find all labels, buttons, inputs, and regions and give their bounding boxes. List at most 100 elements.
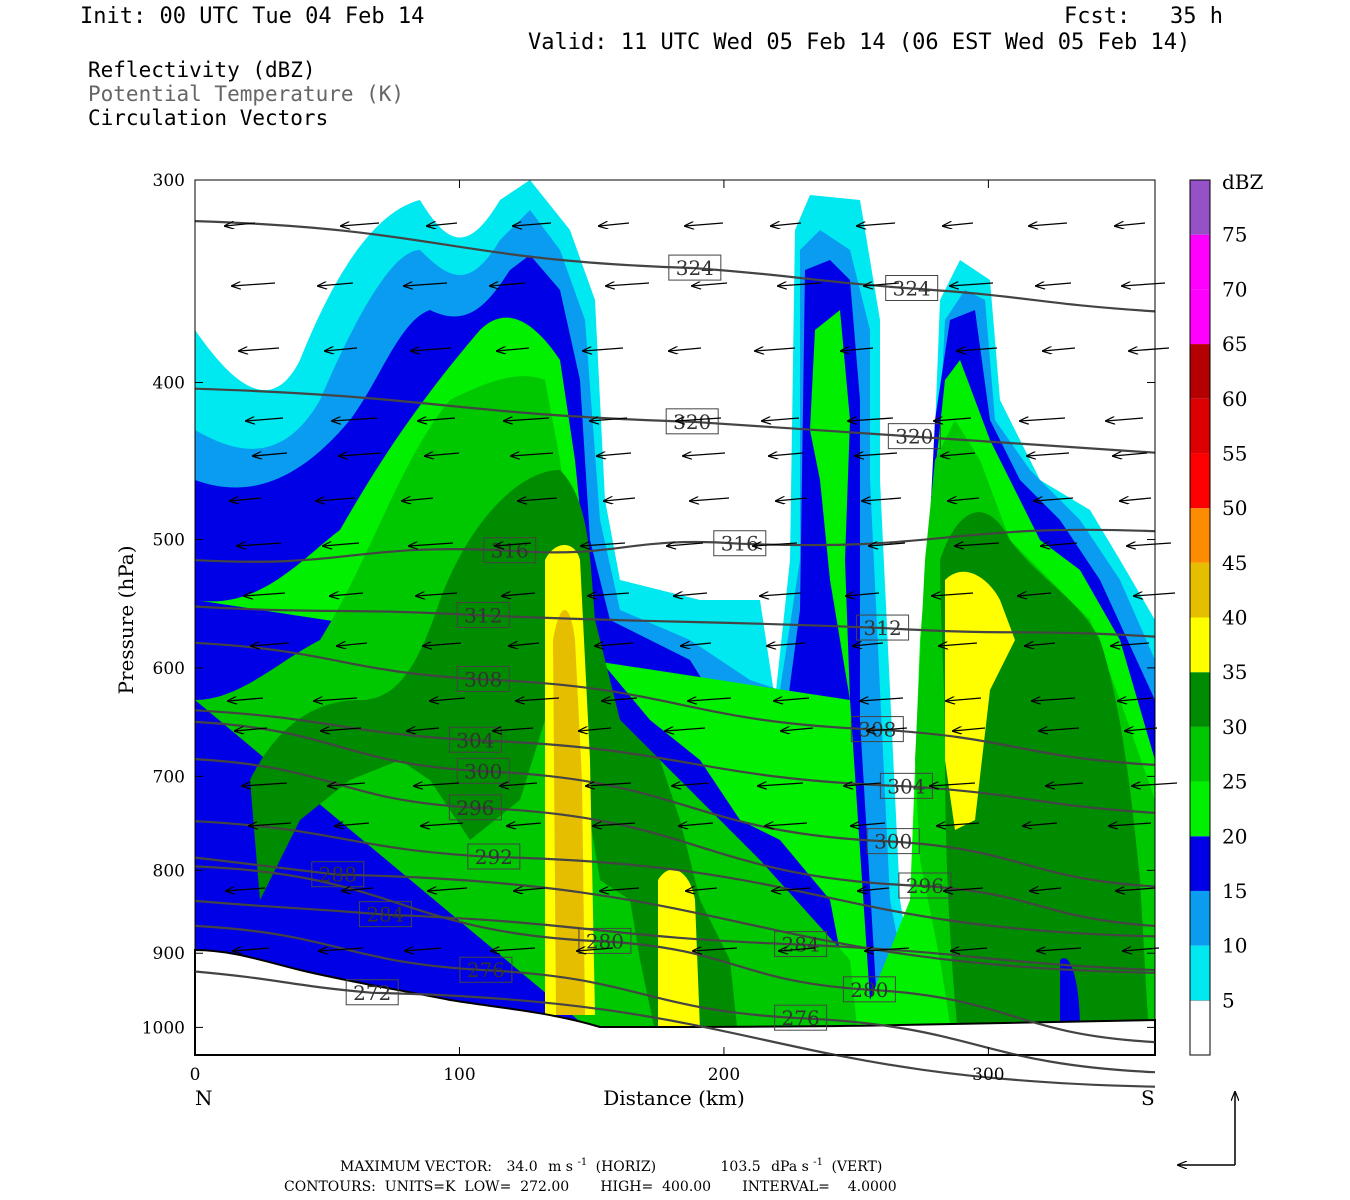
theta-label: 272 xyxy=(353,981,391,1005)
y-tick-label: 600 xyxy=(153,659,185,679)
colorbar-label: 10 xyxy=(1222,934,1247,958)
theta-label: 284 xyxy=(782,933,820,957)
colorbar-label: 35 xyxy=(1222,660,1247,684)
theta-label: 316 xyxy=(721,532,759,556)
x-tick-label: 100 xyxy=(443,1065,475,1085)
footer-contours: CONTOURS: UNITS=K LOW= 272.00 HIGH= 400.… xyxy=(284,1179,897,1195)
vector-arrow xyxy=(683,453,725,456)
colorbar-swatch xyxy=(1190,508,1210,563)
theta-label: 304 xyxy=(887,774,925,798)
colorbar-swatch xyxy=(1190,289,1210,344)
colorbar-swatch xyxy=(1190,618,1210,673)
vert-unit-exp: -1 xyxy=(813,1157,823,1168)
theta-label: 320 xyxy=(895,425,933,449)
x-end-left: N xyxy=(195,1086,213,1110)
vector-arrow xyxy=(1106,418,1143,421)
vector-arrow xyxy=(1115,223,1145,226)
y-tick-label: 900 xyxy=(153,944,185,964)
vector-arrow xyxy=(1027,453,1069,456)
y-axis-title: Pressure (hPa) xyxy=(114,546,138,695)
colorbar-label: 15 xyxy=(1222,879,1247,903)
vector-arrow xyxy=(1113,453,1147,456)
horiz-unit-exp: -1 xyxy=(577,1157,587,1168)
vert-tag: (VERT) xyxy=(831,1159,882,1175)
vector-arrow xyxy=(604,498,635,501)
colorbar-label: 5 xyxy=(1222,988,1235,1012)
vector-arrow xyxy=(943,223,973,226)
theta-label: 324 xyxy=(676,256,714,280)
max-vector-label: MAXIMUM VECTOR: xyxy=(340,1159,492,1175)
colorbar-label: 75 xyxy=(1222,223,1247,247)
vector-arrow xyxy=(239,348,279,351)
colorbar-label: 45 xyxy=(1222,551,1247,575)
colorbar-swatch xyxy=(1190,891,1210,946)
colorbar-label: 40 xyxy=(1222,606,1247,630)
theta-label: 276 xyxy=(467,958,505,982)
colorbar-swatch xyxy=(1190,235,1210,290)
footer-max-vector: MAXIMUM VECTOR: 34.0 m s -1 (HORIZ) 103.… xyxy=(340,1153,882,1175)
y-tick-label: 400 xyxy=(153,373,185,393)
colorbar-label: 20 xyxy=(1222,824,1247,848)
colorbar-swatch xyxy=(1190,946,1210,1001)
theta-label: 296 xyxy=(906,874,944,898)
y-tick-label: 300 xyxy=(153,171,185,191)
colorbar: 5 10 15 20 25 30 35 40 45 50 55 60 65 70 75 xyxy=(1190,180,1247,1055)
vector-arrow xyxy=(1129,348,1169,351)
colorbar-swatch xyxy=(1190,672,1210,727)
theta-label: 296 xyxy=(456,796,494,820)
x-tick-label: 0 xyxy=(190,1065,201,1085)
vector-arrow xyxy=(1036,283,1071,286)
theta-label: 276 xyxy=(782,1006,820,1030)
colorbar-label: 25 xyxy=(1222,770,1247,794)
y-tick-label: 800 xyxy=(153,861,185,881)
y-tick-label: 1000 xyxy=(142,1018,185,1038)
vector-arrow xyxy=(599,223,629,226)
vector-arrow xyxy=(606,283,649,286)
theta-label: 284 xyxy=(366,903,404,927)
colorbar-label: 30 xyxy=(1222,715,1247,739)
vector-arrow xyxy=(1122,283,1165,286)
theta-label: 312 xyxy=(464,604,502,628)
colorbar-swatch xyxy=(1190,399,1210,454)
horiz-tag: (HORIZ) xyxy=(596,1159,656,1175)
colorbar-label: 50 xyxy=(1222,496,1247,520)
horiz-unit: m s xyxy=(548,1159,573,1175)
theta-label: 300 xyxy=(464,759,502,783)
y-tick-label: 700 xyxy=(153,767,185,787)
colorbar-swatch xyxy=(1190,836,1210,891)
colorbar-swatch xyxy=(1190,453,1210,508)
vert-unit: dPa s xyxy=(771,1159,809,1175)
theta-label: 312 xyxy=(864,616,902,640)
vector-arrow xyxy=(1120,498,1151,501)
colorbar-swatch xyxy=(1190,344,1210,399)
colorbar-label: 70 xyxy=(1222,277,1247,301)
theta-label: 300 xyxy=(874,830,912,854)
theta-label: 288 xyxy=(319,863,357,887)
colorbar-title: dBZ xyxy=(1222,170,1264,194)
vector-arrow xyxy=(1127,543,1171,546)
colorbar-swatch xyxy=(1190,727,1210,782)
x-end-right: S xyxy=(1141,1086,1155,1110)
vector-arrow xyxy=(669,348,701,351)
vector-arrow xyxy=(690,498,729,501)
theta-label: 292 xyxy=(475,845,513,869)
x-tick-label: 300 xyxy=(972,1065,1004,1085)
x-axis-title: Distance (km) xyxy=(603,1086,745,1110)
theta-label: 280 xyxy=(850,978,888,1002)
vector-arrow xyxy=(1029,223,1067,226)
theta-label: 324 xyxy=(893,276,931,300)
colorbar-label: 65 xyxy=(1222,332,1247,356)
colorbar-label: 55 xyxy=(1222,441,1247,465)
vector-arrow xyxy=(685,223,723,226)
vector-arrow xyxy=(755,348,795,351)
vector-arrow xyxy=(692,283,727,286)
cross-section-chart: 324324320320316 3163123123083083043043003… xyxy=(0,0,1350,1200)
colorbar-swatch xyxy=(1190,563,1210,618)
vert-value: 103.5 xyxy=(721,1159,761,1175)
vector-arrow xyxy=(1043,348,1075,351)
vector-arrow xyxy=(1020,418,1065,421)
vector-arrow xyxy=(232,283,275,286)
vector-arrow xyxy=(771,223,801,226)
horiz-value: 34.0 xyxy=(506,1159,537,1175)
vector-arrow xyxy=(341,223,379,226)
